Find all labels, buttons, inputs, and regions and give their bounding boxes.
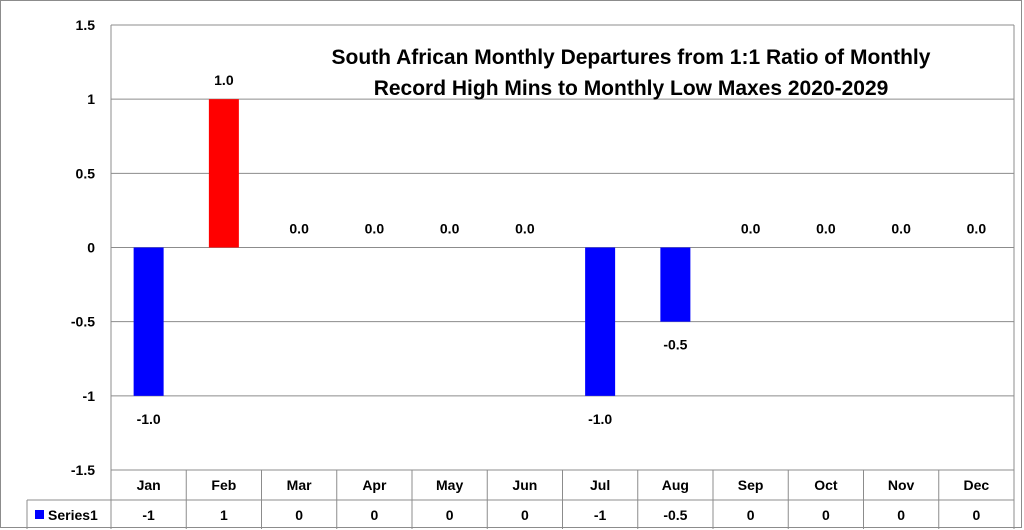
y-tick-label: 1.5 bbox=[76, 17, 96, 33]
table-value: -1 bbox=[594, 507, 607, 523]
data-label: 0.0 bbox=[967, 221, 987, 237]
x-category-label: Jul bbox=[590, 477, 610, 493]
y-tick-label: -1.5 bbox=[71, 462, 95, 478]
table-value: 0 bbox=[370, 507, 378, 523]
legend-swatch bbox=[35, 510, 44, 519]
table-value: 0 bbox=[295, 507, 303, 523]
table-value: 0 bbox=[897, 507, 905, 523]
x-category-label: Oct bbox=[814, 477, 838, 493]
data-label: -0.5 bbox=[663, 337, 687, 353]
data-label: 0.0 bbox=[365, 221, 385, 237]
x-category-label: Nov bbox=[888, 477, 915, 493]
bar bbox=[585, 247, 616, 396]
data-label: -1.0 bbox=[588, 411, 612, 427]
bar bbox=[133, 247, 164, 396]
y-tick-label: 0.5 bbox=[76, 165, 96, 181]
x-category-label: Apr bbox=[362, 477, 387, 493]
data-label: 0.0 bbox=[891, 221, 911, 237]
x-category-label: Sep bbox=[738, 477, 764, 493]
chart-title-line: Record High Mins to Monthly Low Maxes 20… bbox=[374, 77, 889, 100]
bar bbox=[660, 247, 691, 322]
table-value: 0 bbox=[972, 507, 980, 523]
x-category-label: Jun bbox=[512, 477, 537, 493]
chart-title-line: South African Monthly Departures from 1:… bbox=[332, 46, 931, 69]
table-value: 1 bbox=[220, 507, 228, 523]
y-tick-label: 1 bbox=[87, 91, 95, 107]
y-tick-label: -0.5 bbox=[71, 314, 95, 330]
data-label: 0.0 bbox=[515, 221, 535, 237]
x-category-label: Feb bbox=[211, 477, 236, 493]
y-tick-label: 0 bbox=[87, 240, 95, 256]
data-label: 0.0 bbox=[289, 221, 309, 237]
x-category-label: Dec bbox=[964, 477, 990, 493]
x-category-label: Mar bbox=[287, 477, 312, 493]
table-value: -0.5 bbox=[663, 507, 687, 523]
x-category-label: Aug bbox=[662, 477, 689, 493]
data-label: 1.0 bbox=[214, 72, 234, 88]
table-value: 0 bbox=[747, 507, 755, 523]
bar bbox=[208, 99, 239, 248]
table-value: 0 bbox=[822, 507, 830, 523]
data-label: -1.0 bbox=[137, 411, 161, 427]
data-label: 0.0 bbox=[440, 221, 460, 237]
data-label: 0.0 bbox=[816, 221, 836, 237]
table-value: 0 bbox=[521, 507, 529, 523]
x-category-label: Jan bbox=[137, 477, 161, 493]
legend-series-name: Series1 bbox=[48, 507, 98, 523]
table-value: 0 bbox=[446, 507, 454, 523]
data-label: 0.0 bbox=[741, 221, 761, 237]
x-category-label: May bbox=[436, 477, 463, 493]
table-value: -1 bbox=[142, 507, 155, 523]
y-tick-label: -1 bbox=[83, 388, 96, 404]
